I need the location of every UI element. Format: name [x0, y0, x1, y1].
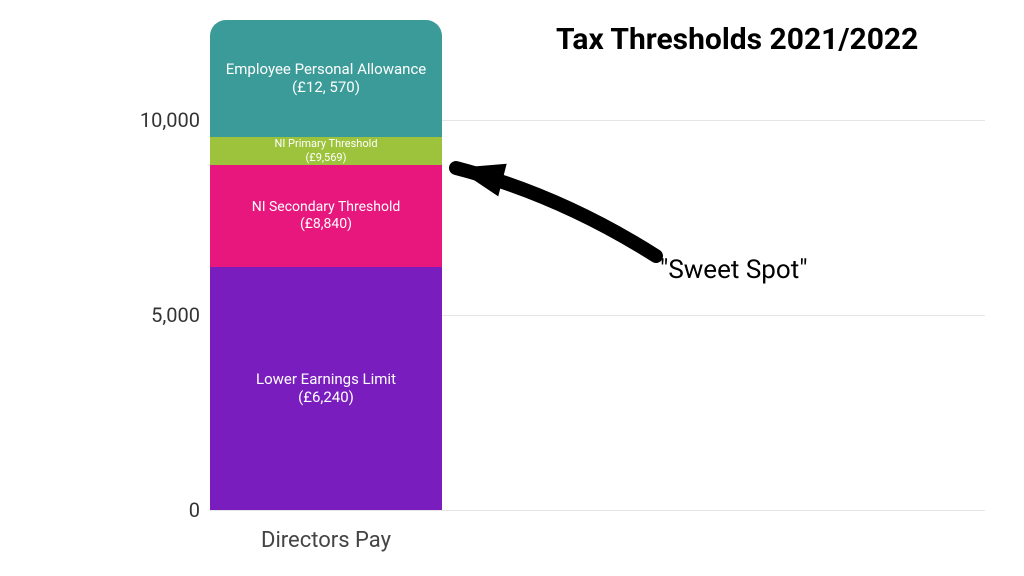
annotation-arrow [0, 0, 1024, 576]
annotation-sweet-spot: "Sweet Spot" [660, 255, 808, 285]
